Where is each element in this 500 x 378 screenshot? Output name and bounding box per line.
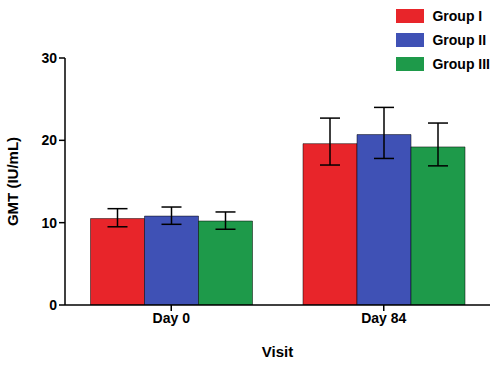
svg-text:30: 30	[41, 50, 57, 66]
svg-text:Visit: Visit	[262, 343, 293, 360]
html-text:Group I: Group I	[432, 8, 483, 24]
html-text:Group II: Group II	[432, 32, 487, 48]
svg-text:0: 0	[49, 297, 57, 313]
html-text:Group III: Group III	[432, 56, 490, 72]
svg-text:Day 0: Day 0	[153, 310, 191, 326]
svg-text:20: 20	[41, 132, 57, 148]
svg-text:GMT (IU/mL): GMT (IU/mL)	[8, 137, 21, 226]
svg-text:Day 84: Day 84	[361, 310, 406, 326]
svg-text:10: 10	[41, 215, 57, 231]
